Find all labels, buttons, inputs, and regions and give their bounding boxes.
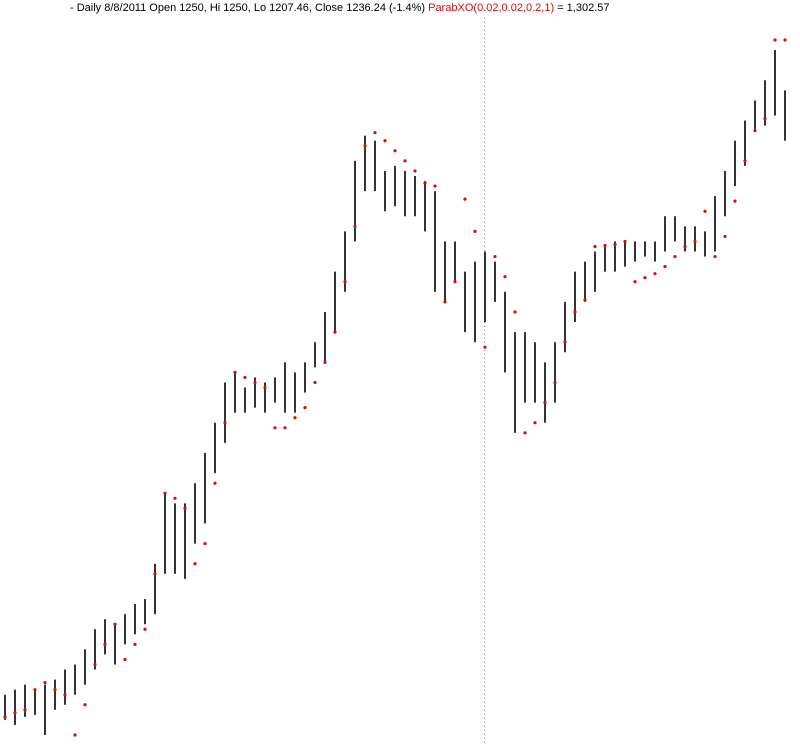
indicator-label: ParabXO(0.02,0.02,0.2,1) <box>428 2 554 14</box>
sar-dot <box>103 642 107 646</box>
sar-dot <box>663 265 667 269</box>
sar-dot <box>3 715 7 719</box>
sar-dot <box>603 243 607 248</box>
sar-dot <box>753 129 757 133</box>
sar-dot <box>93 662 97 667</box>
sar-dot <box>713 254 717 259</box>
indicator-value: = 1,302.57 <box>557 2 609 14</box>
sar-dot <box>773 38 777 42</box>
sar-dot <box>53 688 57 692</box>
sar-dot <box>553 380 557 385</box>
sar-dot <box>643 276 647 280</box>
sar-dot <box>253 380 257 385</box>
sar-dot <box>623 239 627 244</box>
sar-dot <box>403 159 407 163</box>
sar-dot <box>63 693 67 697</box>
sar-dot <box>123 657 127 662</box>
sar-dot <box>513 310 517 314</box>
sar-dot <box>593 244 597 249</box>
sar-dot <box>323 360 327 364</box>
sar-dot <box>573 310 577 314</box>
sar-dot <box>23 708 27 712</box>
sar-dot <box>723 234 727 239</box>
sar-dot <box>763 116 767 121</box>
sar-dot <box>473 229 477 233</box>
sar-dot <box>463 197 467 201</box>
sar-dot <box>613 242 617 247</box>
sar-dot <box>433 184 437 188</box>
sar-dot <box>383 139 387 143</box>
header-text: - Daily 8/8/2011 Open 1250, Hi 1250, Lo … <box>70 2 425 14</box>
sar-dot <box>523 431 527 435</box>
sar-dot <box>343 280 347 284</box>
sar-dot <box>203 542 207 546</box>
sar-dot <box>503 275 507 279</box>
chart-header: - Daily 8/8/2011 Open 1250, Hi 1250, Lo … <box>70 2 610 14</box>
sar-dot <box>393 149 397 153</box>
sar-dot <box>33 688 37 692</box>
sar-dot <box>423 181 427 185</box>
sar-dot <box>743 159 747 163</box>
sar-dot <box>263 385 267 390</box>
sar-dot <box>313 380 317 385</box>
sar-dot <box>633 280 637 284</box>
sar-dot <box>443 300 447 304</box>
sar-dot <box>783 38 787 42</box>
sar-dot <box>153 572 157 576</box>
sar-dot <box>283 426 287 430</box>
sar-dot <box>43 681 47 685</box>
sar-dot <box>273 426 277 430</box>
sar-dot <box>333 330 337 334</box>
sar-dot <box>213 481 217 485</box>
sar-dot <box>193 562 197 566</box>
sar-dot <box>583 298 587 302</box>
sar-dot <box>73 733 77 737</box>
sar-dot <box>13 711 17 715</box>
sar-dot <box>83 703 87 707</box>
sar-dot <box>533 421 537 425</box>
sar-dot <box>113 622 117 626</box>
sar-dot <box>223 421 227 425</box>
sar-dot <box>173 496 177 500</box>
sar-dot <box>543 401 547 405</box>
sar-dot <box>363 144 367 148</box>
sar-dot <box>163 491 167 495</box>
sar-dot <box>143 627 147 631</box>
sar-dot <box>703 209 707 213</box>
sar-dot <box>563 340 567 344</box>
sar-dot <box>493 254 497 259</box>
sar-dot <box>353 224 357 228</box>
sar-dot <box>233 370 237 374</box>
sar-dot <box>653 272 657 276</box>
sar-dot <box>673 254 677 259</box>
sar-dot <box>453 280 457 284</box>
sar-dot <box>293 416 297 420</box>
sar-dot <box>373 131 377 135</box>
sar-dot <box>733 199 737 203</box>
sar-dot <box>693 239 697 244</box>
sar-dot <box>243 375 247 380</box>
sar-dot <box>133 642 137 646</box>
sar-dot <box>413 169 417 173</box>
sar-dot <box>183 506 187 510</box>
sar-dot <box>303 406 307 410</box>
sar-dot <box>483 345 487 349</box>
sar-dot <box>683 244 687 249</box>
